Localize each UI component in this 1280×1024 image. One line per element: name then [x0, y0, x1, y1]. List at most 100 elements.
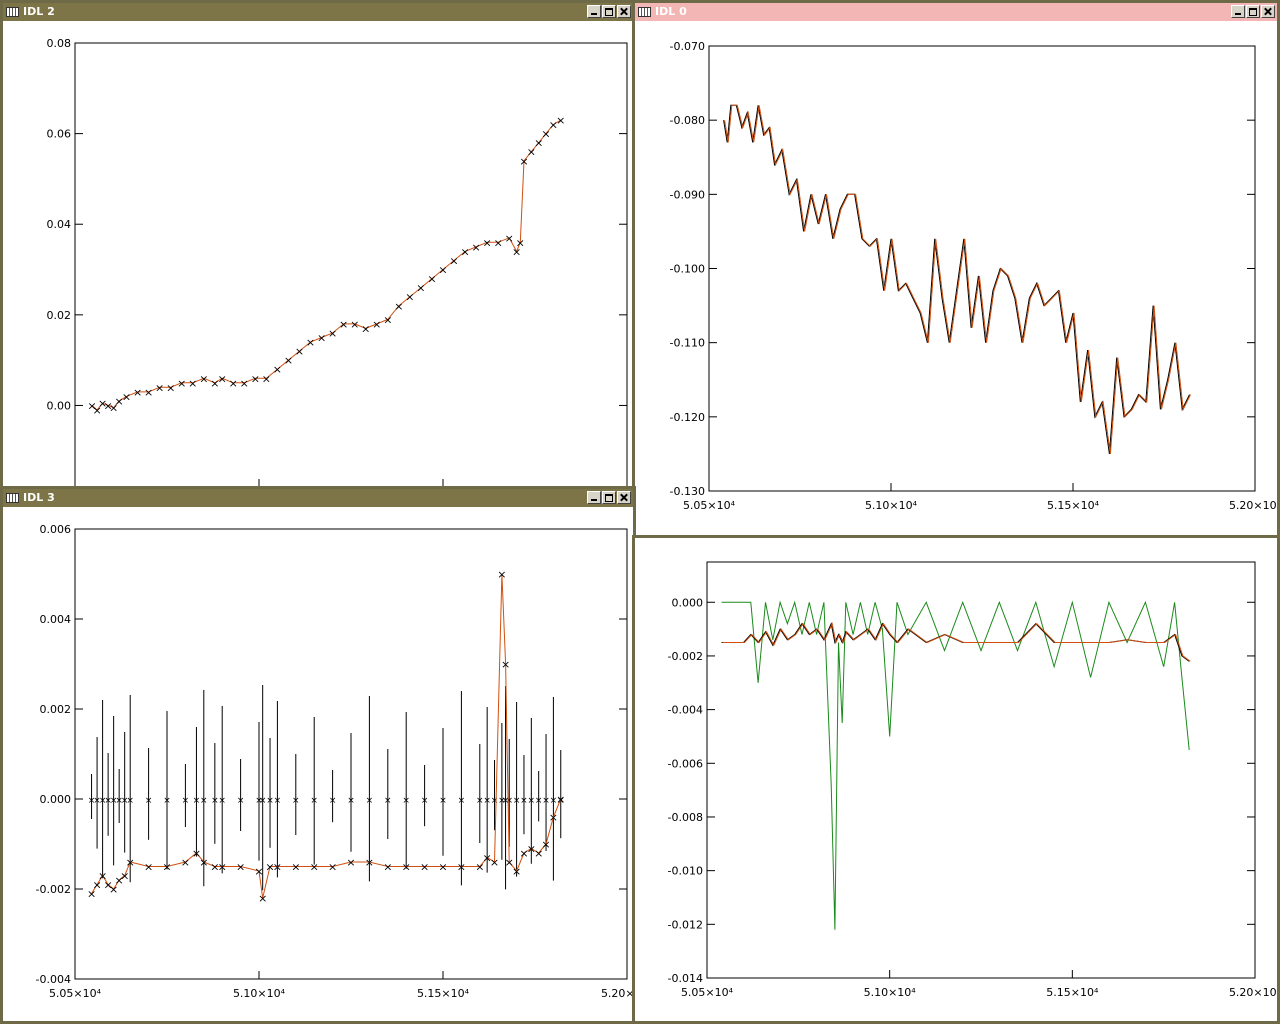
zero-marker: × [329, 796, 337, 806]
zero-marker: × [384, 796, 392, 806]
data-marker: × [472, 241, 481, 254]
zero-marker: × [126, 796, 134, 806]
data-marker: × [460, 245, 469, 258]
zero-marker: × [259, 796, 267, 806]
x-tick-label: 5.05×10⁴ [683, 499, 736, 512]
data-marker: × [192, 847, 201, 860]
grid-icon[interactable] [6, 493, 19, 503]
close-button[interactable] [1261, 5, 1275, 18]
idl0-plot: -0.070 -0.080 -0.090 -0.100 -0.110 -0.120 -0.1… [670, 40, 1277, 512]
close-button[interactable] [617, 5, 631, 18]
data-marker: × [218, 372, 227, 385]
grid-icon[interactable] [638, 7, 651, 17]
data-marker: × [317, 331, 326, 344]
idl3-titlebar[interactable]: IDL 3 [3, 489, 633, 507]
data-marker: × [258, 892, 267, 905]
data-marker: × [512, 245, 521, 258]
zero-marker: × [550, 796, 558, 806]
zero-marker: × [421, 796, 429, 806]
data-marker: × [339, 318, 348, 331]
data-marker: × [181, 856, 190, 869]
y-tick-label: -0.110 [670, 337, 705, 350]
maximize-button[interactable] [602, 491, 616, 504]
data-marker: × [310, 861, 319, 874]
y-tick-label: 0.02 [47, 309, 72, 322]
y-tick-label: -0.120 [670, 411, 705, 424]
idl2-titlebar[interactable]: IDL 2 [3, 3, 633, 21]
zero-marker: × [110, 796, 118, 806]
data-marker: × [427, 273, 436, 286]
data-marker: × [262, 372, 271, 385]
data-marker: × [483, 236, 492, 249]
untitled-plot: 0.000 -0.002 -0.004 -0.006 -0.008 -0.010 -0.01… [668, 561, 1277, 999]
y-tick-label: 0.002 [40, 703, 72, 716]
data-marker: × [541, 128, 550, 141]
data-marker: × [144, 861, 153, 874]
zero-marker: × [145, 796, 153, 806]
series-line-green [721, 600, 1190, 930]
close-button[interactable] [617, 491, 631, 504]
data-marker: × [365, 856, 374, 869]
y-tick-label: 0.004 [40, 613, 72, 626]
data-marker: × [273, 861, 282, 874]
y-tick-label: 0.006 [40, 523, 72, 536]
y-tick-label: -0.006 [668, 757, 703, 770]
data-marker: × [328, 861, 337, 874]
y-tick-label: -0.004 [36, 973, 71, 986]
data-marker: × [199, 856, 208, 869]
data-marker: × [273, 363, 282, 376]
x-tick-label: 5.10×10⁴ [865, 499, 918, 512]
data-marker: × [556, 114, 565, 127]
y-tick-label: -0.004 [668, 704, 703, 717]
data-marker: × [122, 390, 131, 403]
data-marker: × [98, 870, 107, 883]
y-tick-label: 0.06 [47, 128, 72, 141]
series-line-black [721, 622, 1190, 662]
data-marker: × [383, 861, 392, 874]
data-marker: × [87, 888, 96, 901]
zero-marker: × [93, 796, 101, 806]
zero-marker: × [237, 796, 245, 806]
idl0-titlebar[interactable]: IDL 0 [635, 3, 1277, 21]
data-marker: × [144, 386, 153, 399]
minimize-button[interactable] [1231, 5, 1245, 18]
data-marker: × [177, 377, 186, 390]
maximize-button[interactable] [602, 5, 616, 18]
grid-icon[interactable] [6, 7, 19, 17]
x-tick-label: 5.10×10⁴ [233, 987, 286, 1000]
data-marker: × [512, 865, 521, 878]
data-marker: × [350, 318, 359, 331]
series-line [91, 119, 562, 411]
data-marker: × [133, 386, 142, 399]
data-marker: × [115, 395, 124, 408]
minimize-button[interactable] [587, 5, 601, 18]
zero-marker: × [439, 796, 447, 806]
data-marker: × [490, 856, 499, 869]
data-marker: × [556, 793, 565, 806]
y-tick-label: 0.08 [47, 37, 72, 50]
data-marker: × [402, 861, 411, 874]
data-marker: × [229, 377, 238, 390]
data-marker: × [372, 318, 381, 331]
data-marker: × [87, 399, 96, 412]
zero-marker: × [483, 796, 491, 806]
plot-frame [74, 42, 628, 487]
x-tick-label: 5.05×10⁴ [49, 987, 102, 1000]
maximize-button[interactable] [1246, 5, 1260, 18]
zero-marker: × [292, 796, 300, 806]
data-marker: × [199, 372, 208, 385]
idl3-title: IDL 3 [23, 491, 55, 504]
data-marker: × [328, 327, 337, 340]
zero-marker: × [211, 796, 219, 806]
series-line-orange [724, 104, 1191, 454]
data-marker: × [438, 861, 447, 874]
data-marker: × [534, 137, 543, 150]
y-tick-label: -0.010 [668, 865, 703, 878]
zero-marker: × [366, 796, 374, 806]
minimize-button[interactable] [587, 491, 601, 504]
zero-marker: × [542, 796, 550, 806]
data-marker: × [92, 404, 101, 417]
data-marker: × [166, 381, 175, 394]
data-marker: × [420, 861, 429, 874]
data-marker: × [449, 254, 458, 267]
